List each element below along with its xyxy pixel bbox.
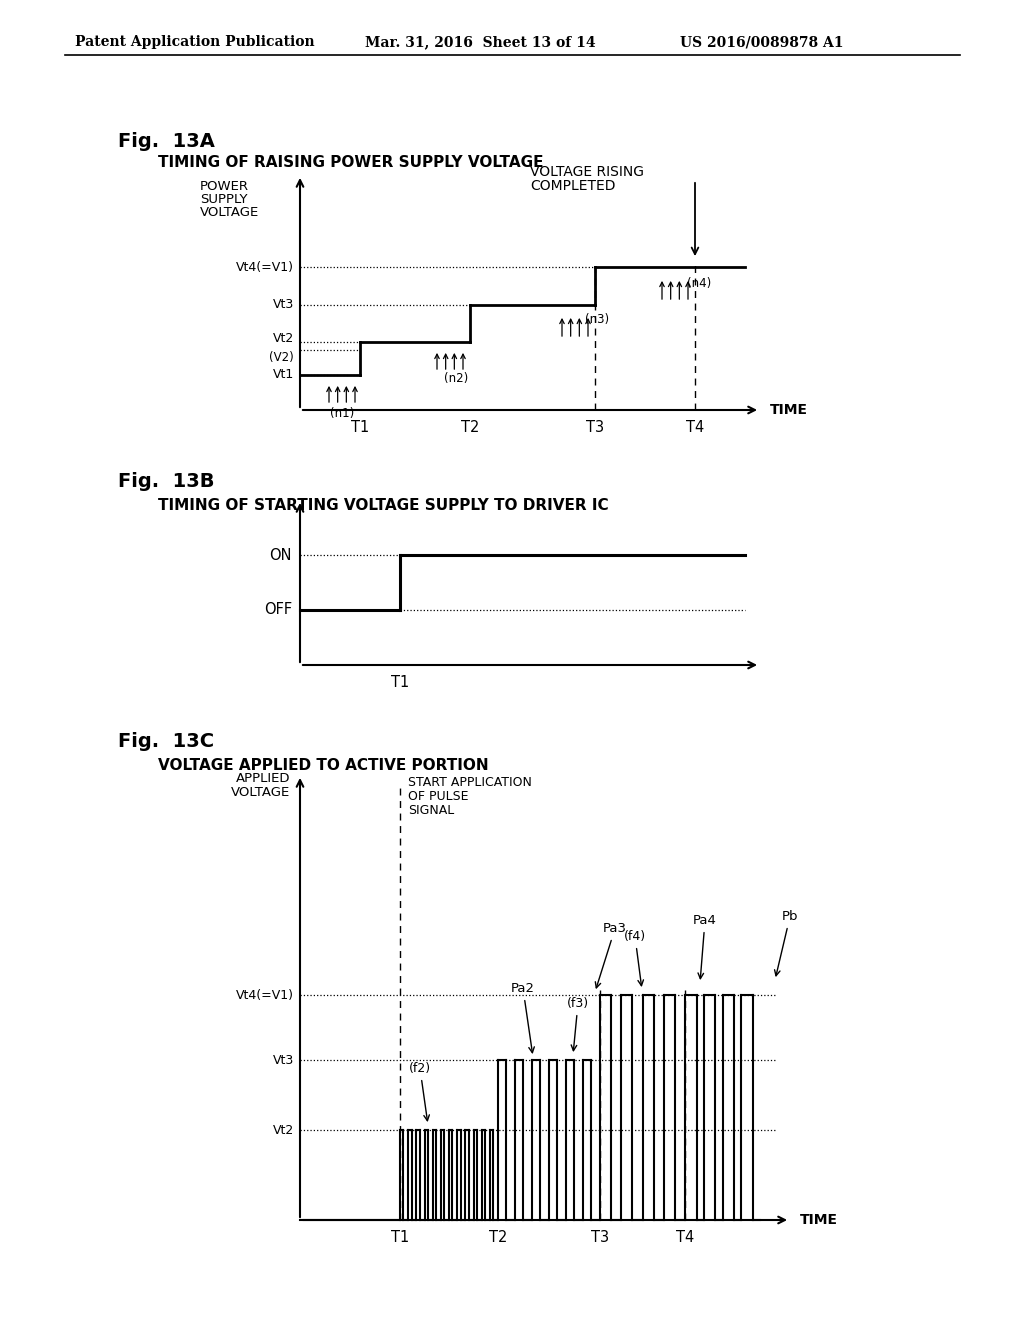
Text: OF PULSE: OF PULSE	[408, 789, 469, 803]
Text: Pa3: Pa3	[595, 921, 627, 987]
Text: OFF: OFF	[264, 602, 292, 618]
Text: T3: T3	[591, 1230, 609, 1245]
Text: Fig.  13B: Fig. 13B	[118, 473, 214, 491]
Text: Pb: Pb	[774, 909, 799, 975]
Text: (f2): (f2)	[409, 1063, 431, 1121]
Text: VOLTAGE APPLIED TO ACTIVE PORTION: VOLTAGE APPLIED TO ACTIVE PORTION	[158, 758, 488, 774]
Text: POWER: POWER	[200, 180, 249, 193]
Text: (f3): (f3)	[567, 997, 589, 1051]
Text: TIMING OF STARTING VOLTAGE SUPPLY TO DRIVER IC: TIMING OF STARTING VOLTAGE SUPPLY TO DRI…	[158, 498, 608, 513]
Text: (V2): (V2)	[269, 351, 294, 363]
Text: T1: T1	[391, 1230, 410, 1245]
Text: ON: ON	[269, 548, 292, 562]
Text: Vt4(=V1): Vt4(=V1)	[236, 260, 294, 273]
Text: Vt3: Vt3	[272, 298, 294, 312]
Text: APPLIED: APPLIED	[236, 772, 290, 785]
Text: SUPPLY: SUPPLY	[200, 193, 248, 206]
Text: START APPLICATION: START APPLICATION	[408, 776, 531, 789]
Text: TIME: TIME	[770, 403, 808, 417]
Text: (n4): (n4)	[687, 276, 712, 289]
Text: VOLTAGE RISING: VOLTAGE RISING	[530, 165, 644, 180]
Text: T1: T1	[351, 420, 369, 436]
Text: Vt4(=V1): Vt4(=V1)	[236, 989, 294, 1002]
Text: US 2016/0089878 A1: US 2016/0089878 A1	[680, 36, 844, 49]
Text: Fig.  13A: Fig. 13A	[118, 132, 215, 150]
Text: T4: T4	[686, 420, 705, 436]
Text: (f4): (f4)	[624, 931, 646, 986]
Text: Patent Application Publication: Patent Application Publication	[75, 36, 314, 49]
Text: Fig.  13C: Fig. 13C	[118, 733, 214, 751]
Text: Pa2: Pa2	[511, 982, 535, 1053]
Text: Mar. 31, 2016  Sheet 13 of 14: Mar. 31, 2016 Sheet 13 of 14	[365, 36, 596, 49]
Text: Vt3: Vt3	[272, 1053, 294, 1067]
Text: (n3): (n3)	[585, 314, 609, 326]
Text: Pa4: Pa4	[693, 913, 717, 978]
Text: T2: T2	[461, 420, 479, 436]
Text: TIMING OF RAISING POWER SUPPLY VOLTAGE: TIMING OF RAISING POWER SUPPLY VOLTAGE	[158, 154, 544, 170]
Text: TIME: TIME	[800, 1213, 838, 1228]
Text: Vt1: Vt1	[272, 368, 294, 381]
Text: VOLTAGE: VOLTAGE	[200, 206, 259, 219]
Text: (n2): (n2)	[443, 372, 468, 385]
Text: SIGNAL: SIGNAL	[408, 804, 455, 817]
Text: (n1): (n1)	[330, 407, 354, 420]
Text: Vt2: Vt2	[272, 331, 294, 345]
Text: VOLTAGE: VOLTAGE	[230, 785, 290, 799]
Text: T3: T3	[586, 420, 604, 436]
Text: T1: T1	[391, 675, 410, 690]
Text: T4: T4	[676, 1230, 694, 1245]
Text: COMPLETED: COMPLETED	[530, 180, 615, 193]
Text: T2: T2	[488, 1230, 507, 1245]
Text: Vt2: Vt2	[272, 1123, 294, 1137]
